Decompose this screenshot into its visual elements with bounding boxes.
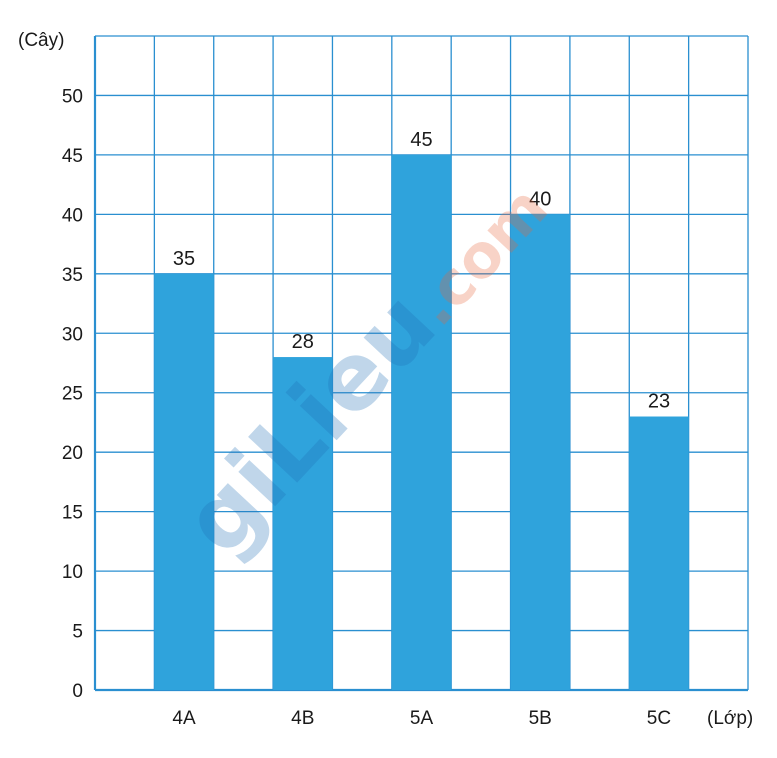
x-tick-label: 5A (410, 708, 434, 729)
data-label: 35 (173, 248, 195, 270)
data-label: 40 (529, 188, 551, 210)
x-tick-label: 4A (172, 708, 196, 729)
data-label: 23 (648, 391, 670, 413)
y-tick-label: 15 (62, 503, 83, 524)
y-tick-label: 45 (62, 146, 83, 167)
y-tick-label: 35 (62, 265, 83, 286)
bar-5c (629, 416, 689, 690)
x-axis-unit-label: (Lớp) (707, 708, 753, 729)
x-tick-label: 5C (647, 708, 671, 729)
x-tick-label: 5B (529, 708, 552, 729)
y-tick-label: 30 (62, 324, 83, 345)
y-tick-label: 25 (62, 384, 83, 405)
bar-4b (273, 357, 333, 690)
y-tick-label: 10 (62, 562, 83, 583)
data-label: 45 (410, 129, 432, 151)
y-tick-label: 50 (62, 86, 83, 107)
y-tick-label: 0 (72, 681, 83, 702)
bar-layer (154, 154, 689, 691)
bar-5a (391, 154, 452, 691)
label-layer: 0 5 10 15 20 25 30 35 40 45 50 35 4A 28 4B 45 5A 40 5B 23 5C (62, 86, 671, 729)
y-tick-label: 5 (72, 622, 83, 643)
x-tick-label: 4B (291, 708, 314, 729)
bar-5b (510, 214, 570, 690)
y-tick-label: 20 (62, 443, 83, 464)
y-axis-unit-label: (Cây) (18, 30, 64, 51)
y-tick-label: 40 (62, 205, 83, 226)
bar-4a (154, 273, 214, 690)
data-label: 28 (292, 331, 314, 353)
